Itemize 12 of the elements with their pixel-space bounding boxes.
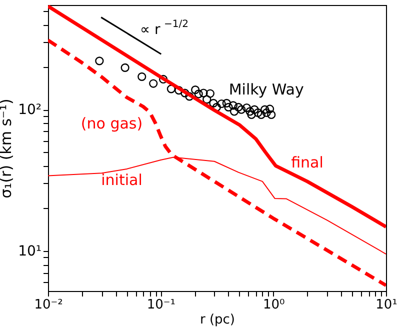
x-axis-title: r (pc) [200,312,236,328]
series-label: initial [101,170,142,189]
x-tick-label: 10⁻² [34,298,63,312]
series-label: Milky Way [228,80,304,99]
x-tick-label: 10¹ [376,298,398,312]
y-tick-label: 10² [18,102,42,118]
x-tick-label: 10⁻¹ [146,298,176,312]
y-axis-title: σ₁(r) (km s⁻¹) [0,98,16,198]
series-label: (no gas) [80,114,143,132]
annotation: ∝ r−1/2 [140,19,188,38]
series-label: final [291,153,324,172]
x-tick-label: 10⁰ [262,298,285,312]
